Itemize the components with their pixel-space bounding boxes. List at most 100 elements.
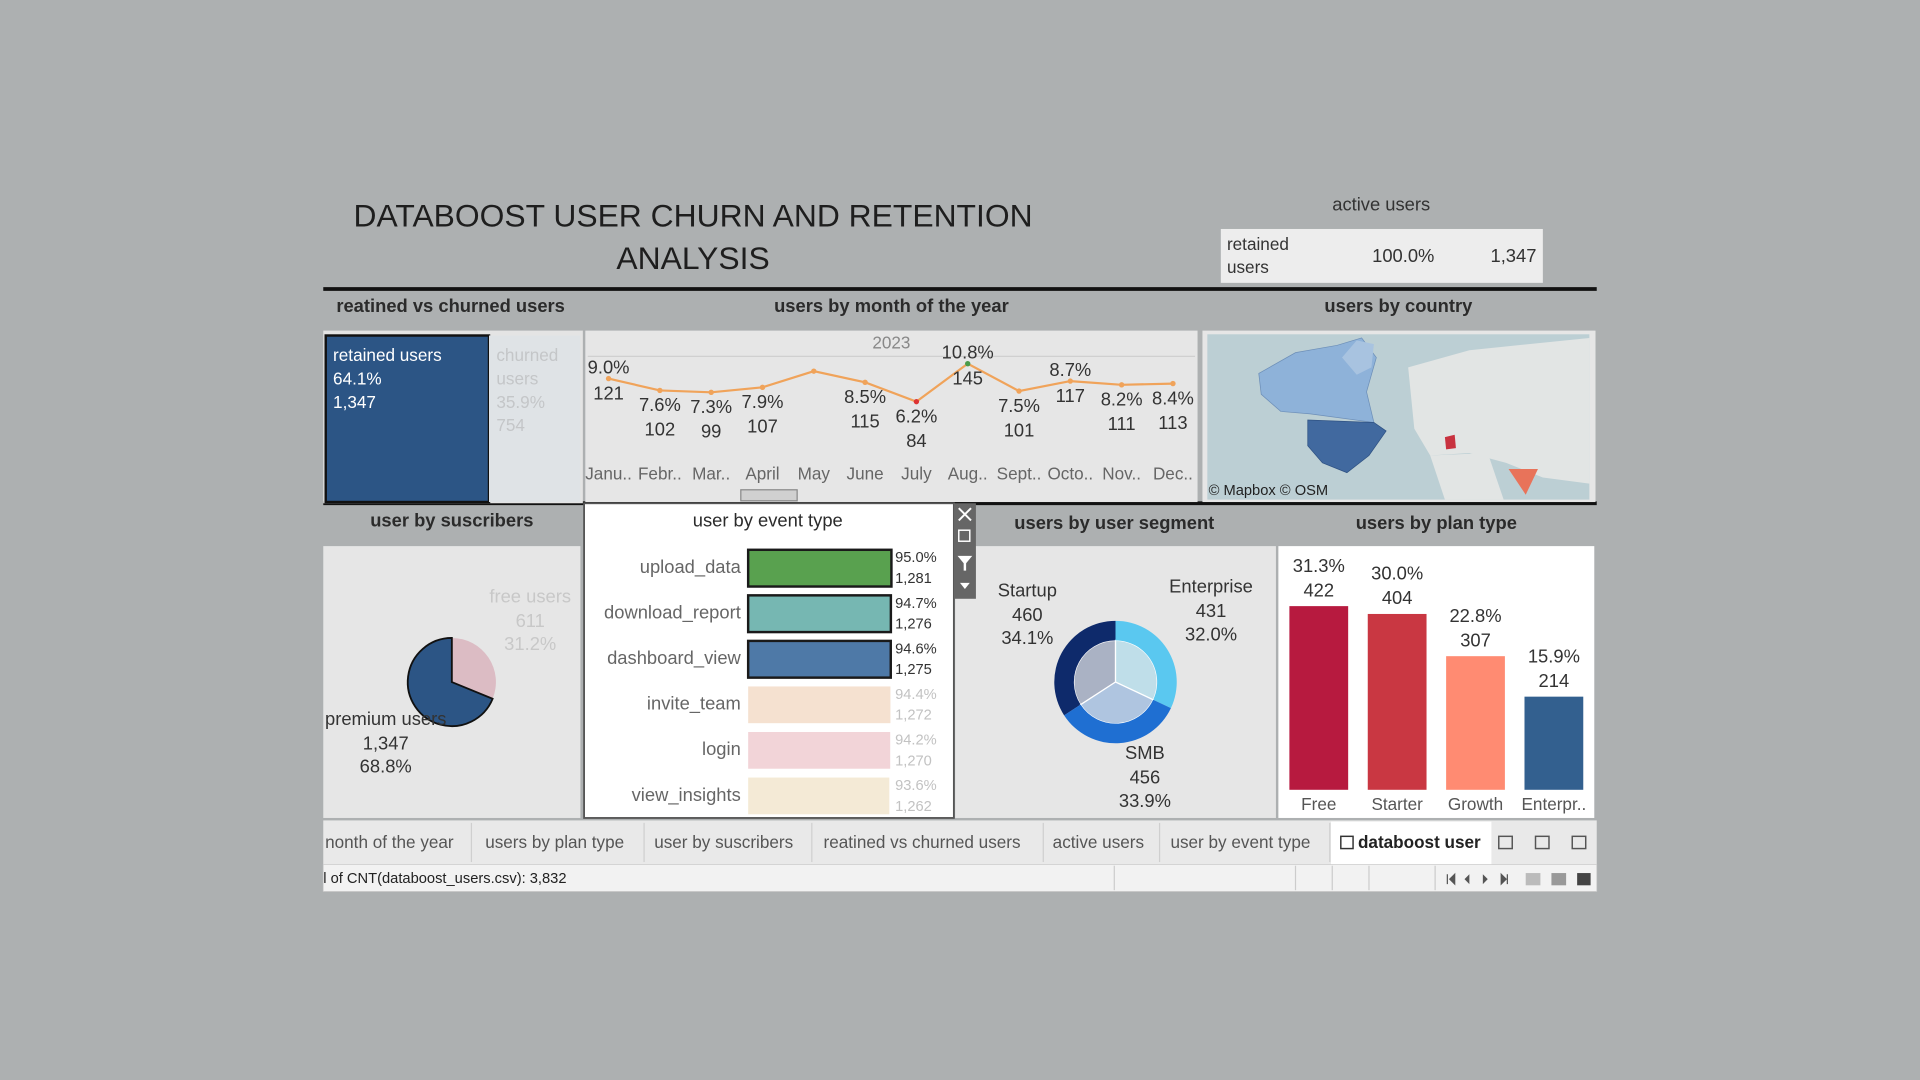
sheet-tab[interactable]: nonth of the year — [325, 832, 454, 852]
data-label: 8.5% — [844, 386, 886, 407]
view-icon[interactable] — [1551, 873, 1567, 886]
data-label: 121 — [593, 382, 624, 403]
last-icon[interactable] — [1500, 872, 1508, 886]
new-sheet-icon[interactable] — [1498, 835, 1513, 850]
data-label: 611 — [516, 610, 545, 631]
data-label: 94.7% — [895, 596, 937, 612]
data-label: 214 — [1539, 670, 1570, 691]
status-bar — [322, 864, 1598, 892]
panel-title: users by month of the year — [774, 295, 1009, 316]
point — [913, 398, 920, 405]
label: retained users — [333, 345, 442, 365]
x-tick-label: Dec.. — [1153, 464, 1193, 484]
data-label: 101 — [1004, 419, 1035, 440]
toolbar[interactable] — [953, 503, 976, 599]
x-tick-label: Free — [1301, 794, 1336, 814]
map-country — [1307, 419, 1387, 474]
bar — [1289, 606, 1349, 790]
data-label: 1,347 — [363, 732, 409, 753]
new-story-icon[interactable] — [1571, 835, 1587, 850]
data-label: 115 — [850, 411, 879, 432]
data-label: 22.8% — [1449, 605, 1501, 626]
data-label: 7.6% — [639, 394, 681, 415]
label-block: retained users 64.1%1,347 — [333, 345, 442, 412]
sheet-tab[interactable]: users by plan type — [485, 832, 624, 852]
label: 754 — [496, 415, 525, 435]
label: churned users — [496, 345, 559, 389]
x-tick-label: May — [798, 464, 831, 484]
nav-icons[interactable] — [1446, 872, 1591, 886]
x-tick-label: Febr.. — [638, 464, 682, 484]
open-icon[interactable] — [958, 529, 971, 542]
toolbar-bg — [953, 503, 976, 599]
map-country — [1508, 468, 1538, 495]
sheet-tab[interactable]: databoost user — [1358, 832, 1481, 852]
data-label: 9.0% — [588, 357, 630, 378]
panel-title: user by event type — [693, 509, 843, 530]
x-tick-label: Enterpr.. — [1522, 794, 1587, 814]
new-dashboard-icon[interactable] — [1534, 835, 1550, 850]
label: retained users — [1226, 233, 1289, 277]
tab-icons[interactable] — [1498, 835, 1587, 850]
x-tick-label: Nov.. — [1102, 464, 1141, 484]
y-tick-label: login — [702, 738, 741, 759]
map[interactable] — [1207, 334, 1590, 500]
data-label: 7.9% — [742, 391, 784, 412]
data-label: Enterprise — [1169, 576, 1253, 597]
data-label: 1,281 — [895, 571, 932, 587]
data-label: 94.2% — [895, 732, 937, 748]
donut-segment — [1115, 620, 1177, 709]
x-tick-label: Janu.. — [585, 464, 632, 484]
data-label: 307 — [1460, 629, 1491, 650]
data-label: 31.2% — [504, 633, 556, 654]
donut-segment — [1054, 620, 1116, 716]
data-label: 422 — [1303, 579, 1334, 600]
more-icon[interactable] — [960, 582, 970, 589]
label-block: retained users — [1227, 233, 1325, 280]
active-tab[interactable] — [1331, 821, 1492, 865]
kpi-label: retained users — [1227, 233, 1325, 280]
data-label: 30.0% — [1371, 563, 1423, 584]
first-icon[interactable] — [1446, 872, 1456, 886]
y-tick-label: dashboard_view — [607, 647, 741, 669]
sheet-tab[interactable]: user by event type — [1170, 832, 1310, 852]
data-label: 10.8% — [942, 342, 994, 363]
prev-icon[interactable] — [1464, 874, 1470, 885]
data-label: 456 — [1130, 767, 1161, 788]
data-label: 32.0% — [1185, 623, 1237, 644]
sheet-tab[interactable]: active users — [1053, 832, 1144, 852]
data-label: 31.3% — [1293, 555, 1345, 576]
bar — [748, 777, 890, 815]
label: 35.9% — [496, 391, 545, 412]
next-icon[interactable] — [1482, 874, 1488, 885]
kpi-value: 1,347 — [1490, 245, 1536, 266]
data-label: 117 — [1056, 385, 1085, 406]
data-label: 113 — [1158, 412, 1187, 433]
data-label: 1,262 — [895, 799, 932, 815]
view-icon[interactable] — [1525, 873, 1541, 886]
filter-icon[interactable] — [957, 555, 973, 571]
map-attribution: © Mapbox © OSM — [1209, 483, 1329, 499]
drag-handle[interactable] — [740, 489, 798, 502]
sheet-tab[interactable]: user by suscribers — [654, 832, 793, 852]
data-label: SMB — [1125, 742, 1165, 763]
bar — [1367, 613, 1427, 790]
bar — [748, 732, 891, 769]
point — [811, 368, 817, 374]
close-icon[interactable] — [958, 507, 972, 522]
bar — [1446, 656, 1505, 790]
label: 1,347 — [333, 391, 376, 412]
view-icon[interactable] — [1577, 873, 1591, 886]
data-label: Startup — [998, 579, 1057, 600]
sheet-tab[interactable]: reatined vs churned users — [824, 832, 1021, 852]
data-label: 145 — [952, 367, 983, 388]
x-tick-label: Growth — [1448, 794, 1503, 814]
x-tick-label: Aug.. — [948, 464, 988, 484]
point — [965, 360, 971, 367]
data-label: 107 — [747, 416, 778, 437]
data-label: 111 — [1108, 413, 1136, 434]
data-label: 1,275 — [895, 662, 932, 678]
map-country — [1342, 340, 1374, 375]
x-tick-label: June — [847, 464, 884, 484]
